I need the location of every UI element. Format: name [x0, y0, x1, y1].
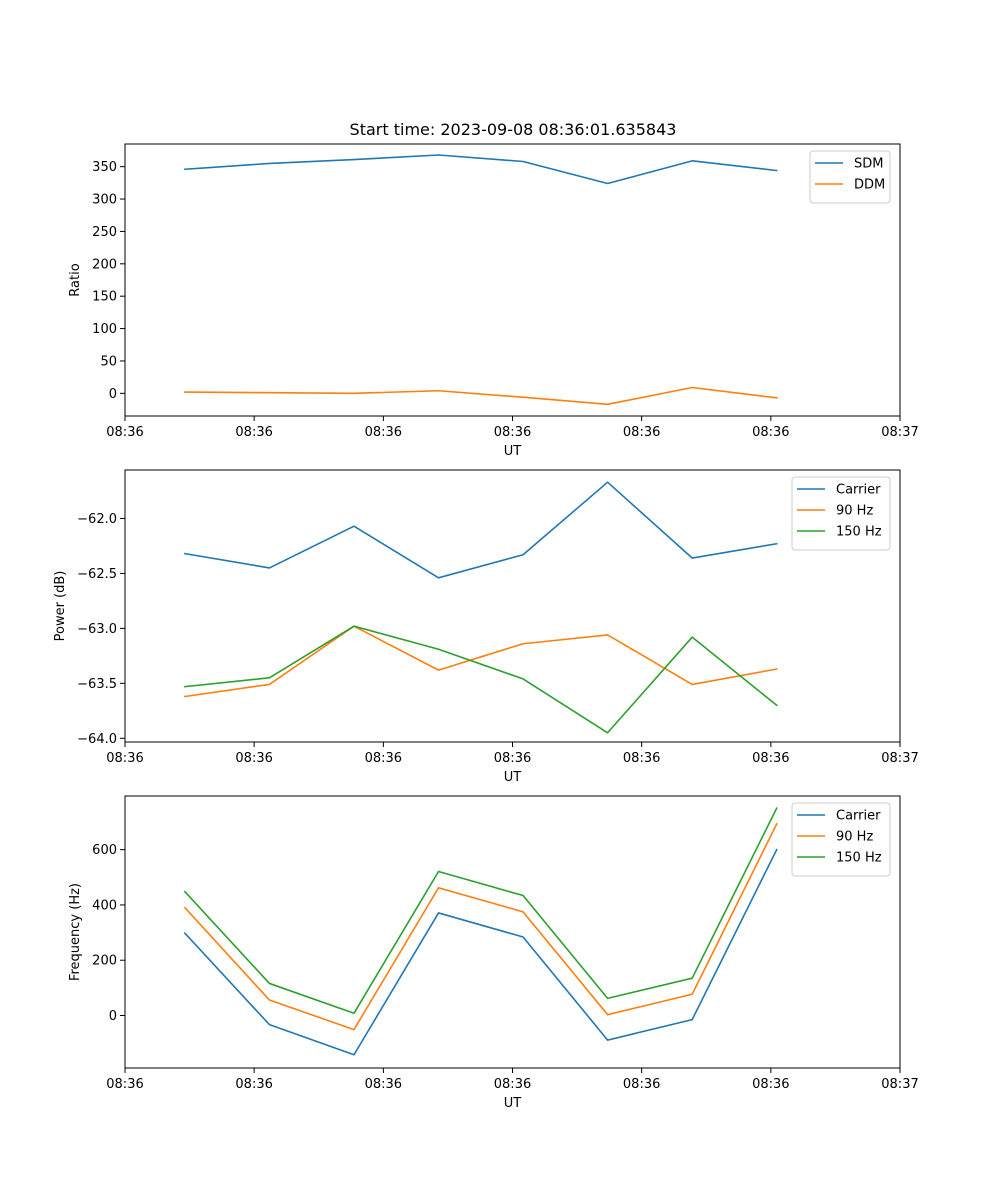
x-tick-label: 08:36: [494, 751, 531, 766]
x-tick-label: 08:37: [881, 425, 918, 440]
y-tick-label: 350: [92, 160, 117, 175]
plots-container: 08:36 08:36 08:36 08:36 08:36 08:36 08:37 0 50 10…: [53, 143, 919, 1111]
y-tick-label: 200: [92, 257, 117, 272]
y-tick-label: 100: [92, 322, 117, 337]
legend-label: Carrier: [836, 483, 881, 498]
series-line-150-hz: [184, 625, 778, 734]
y-tick-label: 0: [109, 1009, 117, 1024]
y-axis-label: Power (dB): [53, 571, 68, 642]
legend-label: 150 Hz: [836, 851, 882, 866]
x-tick-label: 08:37: [881, 751, 918, 766]
y-tick-label: −64.0: [77, 732, 117, 747]
y-tick-label: 0: [109, 387, 117, 402]
x-tick-label: 08:37: [881, 1077, 918, 1092]
series-line-carrier: [183, 481, 778, 579]
legend: Carrier 90 Hz 150 Hz: [791, 476, 891, 551]
x-tick-label: 08:36: [623, 1077, 660, 1092]
legend-label: SDM: [854, 157, 883, 172]
y-tick-label: −62.0: [77, 512, 117, 527]
x-tick-label: 08:36: [106, 425, 143, 440]
x-tick-label: 08:36: [752, 425, 789, 440]
legend-box: [809, 150, 891, 204]
y-tick-label: −63.5: [77, 677, 117, 692]
x-tick-label: 08:36: [235, 425, 272, 440]
series-line-ddm: [184, 386, 778, 406]
x-tick-label: 08:36: [623, 751, 660, 766]
y-tick-label: 300: [92, 193, 117, 208]
chart-title: Start time: 2023-09-08 08:36:01.635843: [350, 120, 677, 139]
subplot-1: 08:36 08:36 08:36 08:36 08:36 08:36 08:37 0 50 10…: [68, 143, 919, 459]
y-tick-label: −63.0: [77, 622, 117, 637]
x-tick-label: 08:36: [235, 751, 272, 766]
x-axis-label: UT: [504, 770, 522, 785]
y-tick-label: 250: [92, 225, 117, 240]
series-line-sdm: [184, 154, 778, 185]
series-line-carrier: [183, 848, 778, 1056]
y-tick-label: 400: [92, 898, 117, 913]
legend: Carrier 90 Hz 150 Hz: [791, 802, 891, 877]
x-tick-label: 08:36: [623, 425, 660, 440]
y-tick-label: 200: [92, 954, 117, 969]
x-tick-label: 08:36: [365, 751, 402, 766]
x-tick-label: 08:36: [106, 751, 143, 766]
legend-label: DDM: [854, 178, 885, 193]
x-tick-label: 08:36: [365, 425, 402, 440]
x-tick-label: 08:36: [106, 1077, 143, 1092]
legend: SDM DDM: [809, 150, 891, 204]
legend-label: 90 Hz: [836, 830, 873, 845]
x-tick-label: 08:36: [752, 751, 789, 766]
x-tick-label: 08:36: [494, 425, 531, 440]
y-axis-label: Frequency (Hz): [68, 883, 83, 981]
x-tick-label: 08:36: [235, 1077, 272, 1092]
x-axis-label: UT: [504, 444, 522, 459]
y-tick-label: −62.5: [77, 567, 117, 582]
y-axis-label: Ratio: [68, 263, 83, 296]
legend-label: 150 Hz: [836, 525, 882, 540]
series-line-90-hz: [183, 822, 778, 1031]
x-tick-label: 08:36: [494, 1077, 531, 1092]
y-tick-label: 600: [92, 843, 117, 858]
y-tick-label: 150: [92, 290, 117, 305]
x-tick-label: 08:36: [365, 1077, 402, 1092]
series-line-150-hz: [183, 807, 778, 1015]
series-line-90-hz: [183, 625, 778, 698]
legend-label: Carrier: [836, 809, 881, 824]
legend-label: 90 Hz: [836, 504, 873, 519]
x-axis-label: UT: [504, 1096, 522, 1111]
subplot-3: 08:36 08:36 08:36 08:36 08:36 08:36 08:37 0 200 4…: [68, 795, 919, 1111]
subplot-2: 08:36 08:36 08:36 08:36 08:36 08:36 08:37 −64.0…: [53, 469, 919, 785]
x-tick-label: 08:36: [752, 1077, 789, 1092]
y-tick-label: 50: [100, 354, 117, 369]
